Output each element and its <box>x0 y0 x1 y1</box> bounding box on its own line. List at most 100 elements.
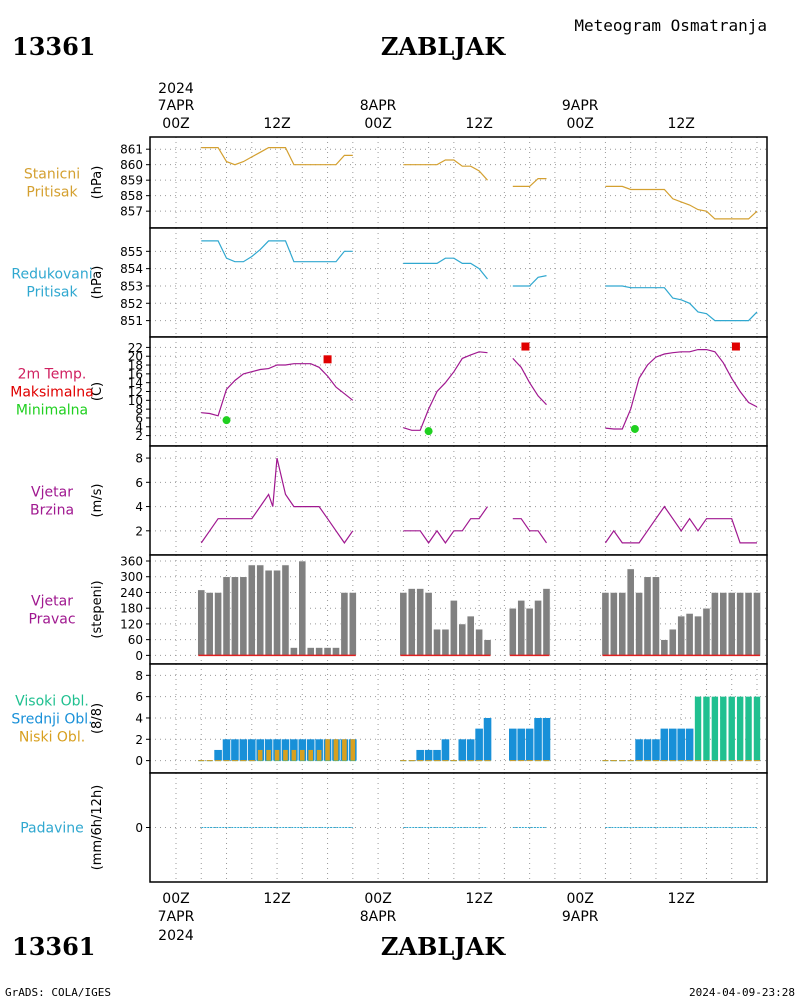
direction-bar <box>306 647 315 656</box>
chart-title: Meteogram Osmatranja <box>574 16 767 35</box>
direction-bar <box>635 592 643 656</box>
panel-background <box>150 137 767 228</box>
top-date-label: 9APR <box>562 98 599 114</box>
cloud-bar-mid <box>416 749 424 761</box>
max-temp-marker <box>731 342 740 351</box>
direction-bar <box>710 592 719 656</box>
direction-bar <box>609 592 618 656</box>
min-temp-marker <box>222 416 231 425</box>
direction-bar <box>281 564 290 656</box>
direction-bar <box>449 600 458 656</box>
bottom-tick-label: 12Z <box>667 891 694 907</box>
direction-bar <box>458 623 467 656</box>
cloud-bar-high <box>728 696 735 761</box>
panel-title-line: Redukovani <box>11 267 92 283</box>
cloud-bar-mid <box>660 728 669 761</box>
year-bottom: 2024 <box>158 928 194 944</box>
cloud-bar-mid <box>231 739 239 761</box>
direction-bar <box>399 592 408 656</box>
series-line-segment <box>512 275 547 287</box>
direction-bar <box>618 592 627 656</box>
top-tick-label: 12Z <box>263 116 290 132</box>
station-id-bottom: 13361 <box>12 932 96 961</box>
series-line-segment <box>605 349 758 430</box>
cloud-bar-mid <box>542 717 551 761</box>
cloud-bar-mid <box>668 728 677 761</box>
y-axis-label: (8/8) <box>90 703 105 734</box>
direction-bar <box>205 592 214 656</box>
y-tick-label: 6 <box>135 690 143 704</box>
panel-precipitation: 0 (mm/6h/12h) Padavine <box>20 772 768 883</box>
y-axis-label: (stepeni) <box>90 580 105 638</box>
direction-bar <box>315 647 324 656</box>
direction-bar <box>753 592 761 656</box>
series-line-segment <box>403 159 488 181</box>
direction-bar <box>214 592 222 656</box>
series-line-segment <box>403 257 488 280</box>
panel-title-line: Pravac <box>28 612 75 628</box>
panel-title-line: Brzina <box>30 503 74 519</box>
cloud-bar-high <box>745 696 752 761</box>
top-tick-label: 00Z <box>364 116 391 132</box>
top-date-label: 8APR <box>360 98 397 114</box>
series-line-segment <box>605 285 758 322</box>
station-name-bottom: ZABLJAK <box>381 932 506 961</box>
y-tick-label: 22 <box>128 341 143 355</box>
y-tick-label: 2 <box>135 429 143 443</box>
panel-title-line: Srednji Obl. <box>11 712 92 728</box>
top-tick-label: 00Z <box>162 116 189 132</box>
y-tick-label: 854 <box>120 262 143 276</box>
bottom-date-label: 7APR <box>158 909 195 925</box>
y-tick-label: 18 <box>128 359 143 373</box>
cloud-bar-low <box>300 749 305 761</box>
cloud-bar-mid <box>685 728 694 761</box>
direction-bar <box>660 639 669 656</box>
min-temp-marker <box>630 424 639 433</box>
y-tick-label: 0 <box>135 754 143 768</box>
panel-background <box>150 228 767 337</box>
y-tick-label: 360 <box>120 555 143 569</box>
top-date-label: 7APR <box>158 98 195 114</box>
direction-bar <box>668 628 677 656</box>
station-name-top: ZABLJAK <box>381 32 506 61</box>
y-tick-label: 858 <box>120 189 143 203</box>
series-line-segment <box>604 505 757 544</box>
y-tick-label: 240 <box>120 586 143 600</box>
y-axis-label: (hPa) <box>90 266 105 300</box>
y-tick-label: 16 <box>128 367 143 381</box>
cloud-bar-low <box>342 739 347 761</box>
cloud-bar-mid <box>466 739 475 761</box>
direction-bar <box>340 592 349 656</box>
y-tick-label: 853 <box>120 279 143 293</box>
y-tick-label: 4 <box>135 500 143 514</box>
cloud-bar-mid <box>458 739 467 761</box>
cloud-bar-mid <box>534 717 542 761</box>
direction-bar <box>626 568 635 656</box>
panel-title-line: 2m Temp. <box>18 367 87 383</box>
cloud-bar-mid <box>643 739 652 761</box>
direction-bar <box>685 613 694 656</box>
panel-title-line: Vjetar <box>31 594 73 610</box>
cloud-bar-mid <box>214 749 222 761</box>
y-tick-label: 8 <box>135 669 143 683</box>
y-axis-label: (C) <box>90 382 105 401</box>
direction-bar <box>222 576 231 656</box>
panel-title-line: Pritisak <box>26 285 78 301</box>
y-tick-label: 6 <box>135 476 143 490</box>
direction-bar <box>643 576 652 656</box>
direction-bar <box>348 592 357 656</box>
cloud-bar-low <box>283 749 288 761</box>
y-axis-label: (hPa) <box>90 166 105 200</box>
y-tick-label: 12 <box>128 385 143 399</box>
series-line-segment <box>201 363 354 417</box>
y-tick-label: 8 <box>135 403 143 417</box>
cloud-bar-high <box>694 696 702 761</box>
min-temp-marker <box>424 427 433 436</box>
direction-bar <box>323 647 332 656</box>
panel-title-line: Maksimalna <box>10 385 94 401</box>
y-tick-label: 8 <box>135 452 143 466</box>
bottom-tick-label: 00Z <box>162 891 189 907</box>
